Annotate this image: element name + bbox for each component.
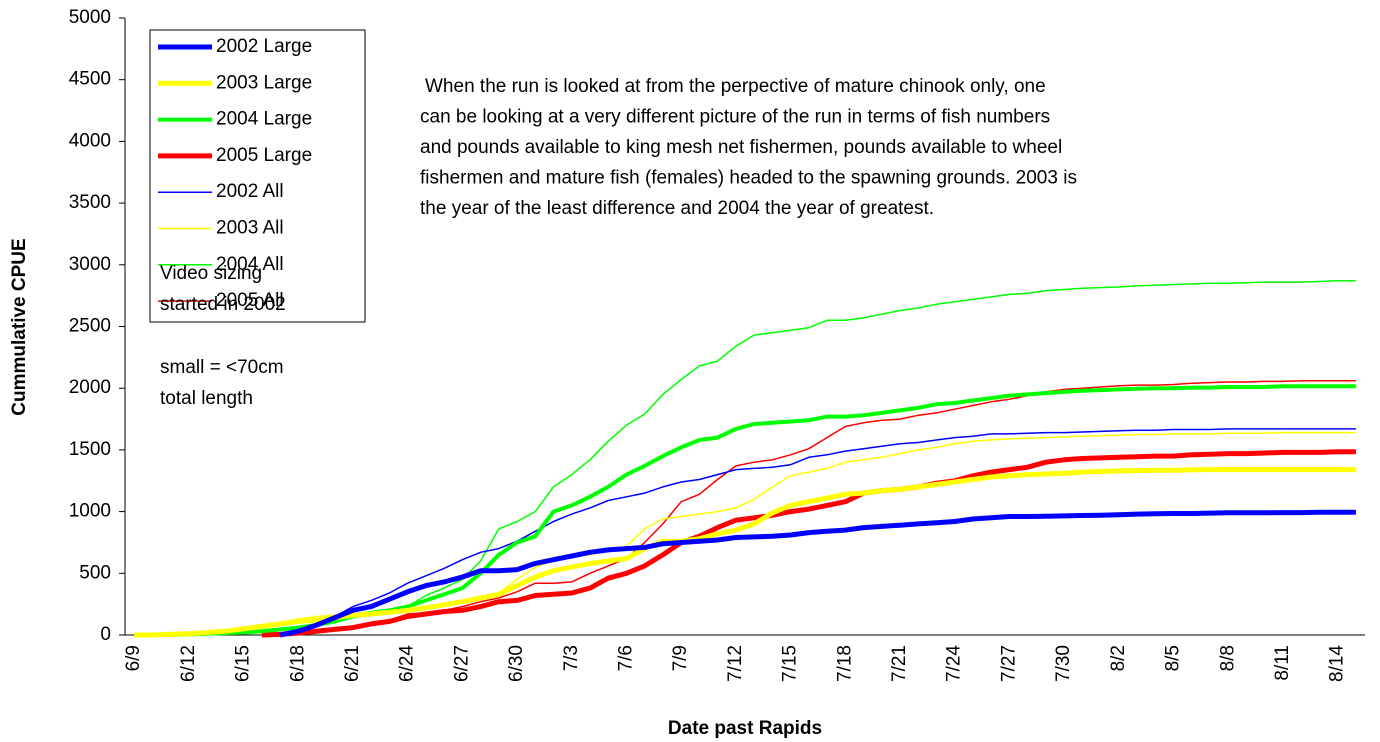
x-tick-label: 6/30 [506,645,527,682]
x-axis-title: Date past Rapids [668,718,822,739]
x-tick-label: 6/27 [451,645,472,682]
x-tick-label: 6/21 [342,645,363,682]
x-tick-label: 7/21 [889,645,910,682]
legend-label: 2002 Large [216,36,312,57]
y-tick-label: 3500 [69,192,111,213]
x-tick-label: 8/5 [1163,645,1184,671]
x-tick-label: 8/14 [1327,645,1348,682]
y-tick-label: 500 [79,562,111,583]
series-line [261,449,1356,638]
x-tick-label: 8/2 [1108,645,1129,671]
x-tick-label: 6/18 [287,645,308,682]
series-line [134,431,1356,636]
legend-label: 2005 All [216,290,284,311]
x-tick-label: 7/3 [561,645,582,671]
x-tick-label: 6/9 [123,645,144,671]
y-tick-label: 2000 [69,377,111,398]
legend-label: 2004 All [216,254,284,275]
y-tick-label: 2500 [69,316,111,337]
y-tick-label: 1000 [69,501,111,522]
legend-label: 2003 All [216,218,284,239]
x-tick-label: 6/15 [233,645,254,682]
y-tick-label: 4500 [69,69,111,90]
y-tick-label: 3000 [69,254,111,275]
x-tick-label: 7/18 [834,645,855,682]
legend-label: 2004 Large [216,109,312,130]
legend-label: 2003 Large [216,72,312,93]
x-tick-label: 6/24 [397,645,418,682]
note: small = <70cm [160,357,284,378]
x-tick-label: 7/24 [944,645,965,682]
annotation: fishermen and mature fish (females) head… [420,168,1077,189]
x-tick-label: 8/8 [1217,645,1238,671]
x-tick-label: 6/12 [178,645,199,682]
y-tick-label: 0 [100,624,111,645]
note: total length [160,388,253,409]
y-tick-label: 4000 [69,130,111,151]
y-tick-label: 1500 [69,439,111,460]
y-axis-title: Cummulative CPUE [9,238,30,415]
x-tick-label: 7/30 [1053,645,1074,682]
series-line [279,428,1356,636]
annotation: can be looking at a very different pictu… [420,107,1050,128]
x-tick-label: 7/27 [998,645,1019,682]
x-tick-label: 7/6 [615,645,636,671]
x-tick-label: 8/11 [1272,645,1293,681]
y-tick-label: 5000 [69,7,111,28]
series-line [279,509,1356,638]
legend-label: 2005 Large [216,145,312,166]
x-tick-label: 7/9 [670,645,691,671]
note: started in 2002 [160,294,286,315]
annotation: When the run is looked at from the perpe… [425,76,1046,97]
legend-box [149,29,366,323]
series-line [134,384,1356,637]
annotation: and pounds available to king mesh net fi… [420,137,1062,158]
annotation: the year of the least difference and 200… [420,198,934,219]
x-tick-label: 7/12 [725,645,746,682]
note: Video sizing [160,263,262,284]
series-line [134,467,1356,638]
legend-label: 2002 All [216,181,284,202]
x-tick-label: 7/15 [780,645,801,682]
